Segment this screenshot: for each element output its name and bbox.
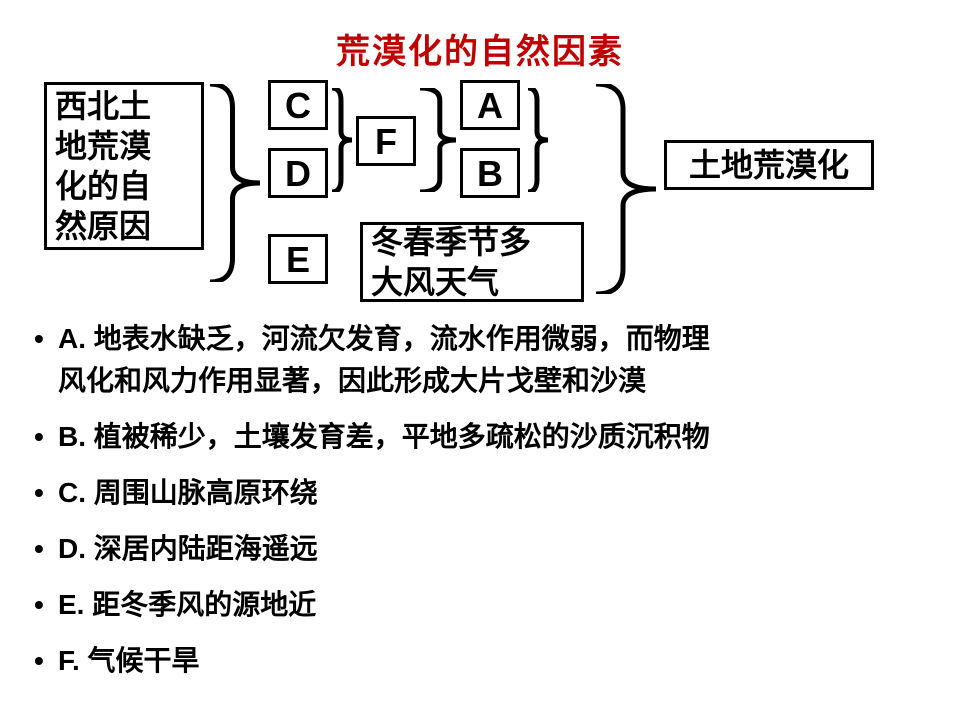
brace-4 (528, 88, 548, 192)
box-f: F (356, 116, 416, 166)
list-item: F. 气候干旱 (28, 640, 928, 682)
legend-list: A. 地表水缺乏，河流欠发育，流水作用微弱，而物理 风化和风力作用显著，因此形成… (28, 318, 928, 696)
list-item: A. 地表水缺乏，河流欠发育，流水作用微弱，而物理 风化和风力作用显著，因此形成… (28, 318, 928, 402)
box-left-causes: 西北土 地荒漠 化的自 然原因 (44, 82, 204, 250)
box-season: 冬春季节多 大风天气 (360, 222, 584, 302)
list-item: E. 距冬季风的源地近 (28, 584, 928, 626)
box-d: D (268, 148, 328, 198)
list-item: D. 深居内陆距海遥远 (28, 528, 928, 570)
brace-5 (596, 84, 656, 294)
list-item: B. 植被稀少，土壤发育差，平地多疏松的沙质沉积物 (28, 416, 928, 458)
box-result: 土地荒漠化 (664, 140, 874, 190)
box-a: A (460, 80, 520, 130)
box-e: E (268, 234, 328, 284)
brace-3 (420, 88, 456, 192)
box-c: C (268, 80, 328, 130)
diagram-stage: 荒漠化的自然因素 西北土 地荒漠 化的自 然原因 C D E F A B 冬春季… (0, 0, 960, 720)
brace-2 (332, 88, 352, 192)
brace-1 (210, 84, 260, 282)
box-b: B (460, 148, 520, 198)
list-item: C. 周围山脉高原环绕 (28, 472, 928, 514)
page-title: 荒漠化的自然因素 (0, 24, 960, 73)
